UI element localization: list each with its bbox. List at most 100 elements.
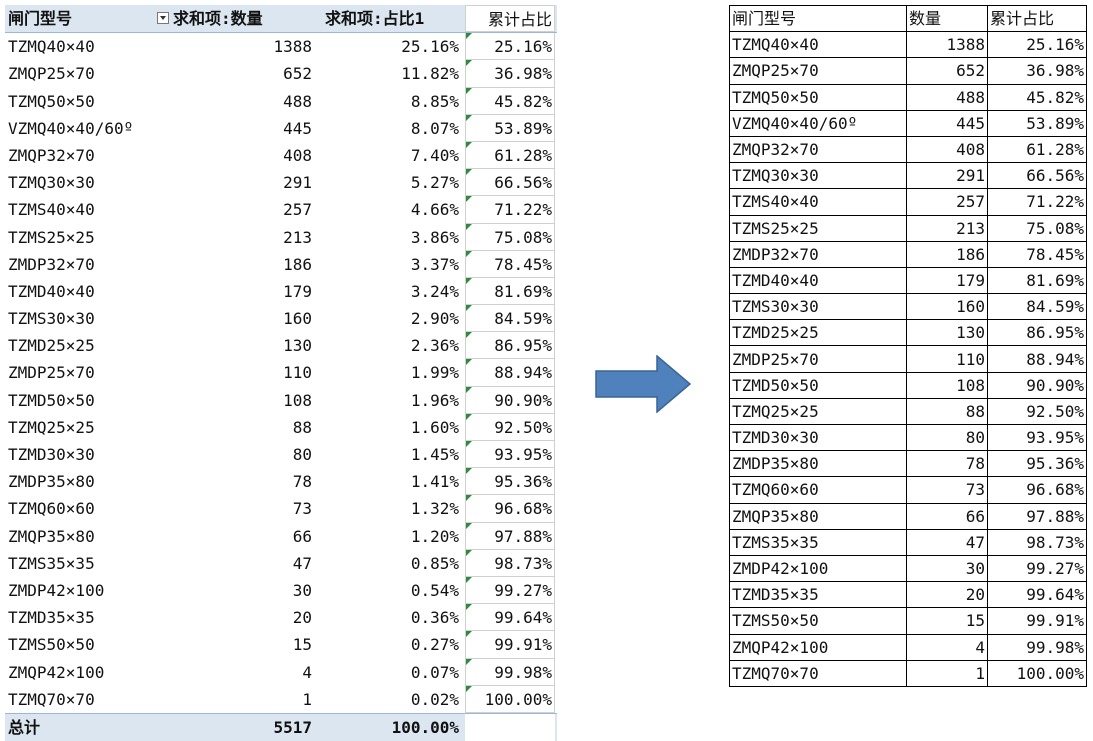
pivot-cell-qty[interactable]: 186 xyxy=(283,254,312,274)
result-cell-name[interactable]: TZMS30×30 xyxy=(729,293,907,321)
pivot-cell-name[interactable]: TZMS50×50 xyxy=(8,635,95,655)
pivot-cell-qty[interactable]: 30 xyxy=(292,580,312,600)
pivot-cell-qty[interactable]: 445 xyxy=(283,118,312,138)
result-cell-name[interactable]: ZMQP25×70 xyxy=(729,57,907,85)
pivot-cell-name[interactable]: ZMDP42×100 xyxy=(8,580,105,600)
pivot-cell-cum[interactable]: 78.45% xyxy=(465,250,555,278)
filter-dropdown-icon[interactable] xyxy=(157,12,169,24)
pivot-cell-qty[interactable]: 66 xyxy=(292,526,312,546)
result-cell-name[interactable]: TZMQ30×30 xyxy=(729,162,907,190)
pivot-cell-cum[interactable]: 99.98% xyxy=(465,658,555,686)
result-cell-cum[interactable]: 97.88% xyxy=(987,502,1087,530)
pivot-cell-qty[interactable]: 652 xyxy=(283,64,312,84)
pivot-cell-cum[interactable]: 66.56% xyxy=(465,169,555,197)
pivot-cell-cum[interactable]: 92.50% xyxy=(465,413,555,441)
pivot-cell-name[interactable]: TZMS25×25 xyxy=(8,227,95,247)
result-cell-name[interactable]: TZMS40×40 xyxy=(729,188,907,216)
pivot-header-name[interactable]: 闸门型号 xyxy=(8,9,73,28)
pivot-cell-cum[interactable]: 90.90% xyxy=(465,386,555,414)
pivot-cell-qty[interactable]: 15 xyxy=(292,635,312,655)
pivot-cell-name[interactable]: TZMQ40×40 xyxy=(8,37,95,57)
result-cell-cum[interactable]: 61.28% xyxy=(987,135,1087,164)
result-cell-name[interactable]: TZMQ70×70 xyxy=(729,659,907,687)
result-cell-name[interactable]: TZMQ25×25 xyxy=(729,397,907,426)
pivot-cell-name[interactable]: ZMQP32×70 xyxy=(8,145,95,165)
pivot-cell-name[interactable]: ZMDP35×80 xyxy=(8,472,95,492)
result-cell-name[interactable]: ZMQP32×70 xyxy=(729,135,907,164)
result-cell-name[interactable]: ZMQP42×100 xyxy=(729,633,907,661)
pivot-cell-name[interactable]: TZMD25×25 xyxy=(8,336,95,356)
pivot-cell-qty[interactable]: 1388 xyxy=(273,37,312,57)
result-cell-qty[interactable]: 445 xyxy=(906,109,988,137)
result-cell-name[interactable]: TZMS25×25 xyxy=(729,214,907,242)
result-cell-qty[interactable]: 78 xyxy=(906,450,988,478)
result-cell-cum[interactable]: 81.69% xyxy=(987,266,1087,295)
pivot-cell-qty[interactable]: 408 xyxy=(283,145,312,165)
result-cell-cum[interactable]: 90.90% xyxy=(987,371,1087,399)
pivot-cell-cum[interactable]: 61.28% xyxy=(465,141,555,170)
result-cell-qty[interactable]: 80 xyxy=(906,423,988,452)
result-cell-cum[interactable]: 36.98% xyxy=(987,57,1087,85)
pivot-header-cum[interactable]: 累计占比 xyxy=(465,5,555,33)
pivot-cell-qty[interactable]: 160 xyxy=(283,309,312,329)
result-cell-qty[interactable]: 20 xyxy=(906,581,988,609)
pivot-cell-cum[interactable]: 88.94% xyxy=(465,359,555,387)
pivot-cell-pct[interactable]: 0.02% xyxy=(410,689,459,709)
result-cell-cum[interactable]: 99.91% xyxy=(987,607,1087,635)
pivot-cell-qty[interactable]: 130 xyxy=(283,336,312,356)
pivot-cell-name[interactable]: TZMS35×35 xyxy=(8,553,95,573)
pivot-cell-pct[interactable]: 1.60% xyxy=(410,417,459,437)
result-cell-qty[interactable]: 4 xyxy=(906,633,988,661)
pivot-total-pct[interactable]: 100.00% xyxy=(391,717,459,737)
pivot-cell-cum[interactable]: 25.16% xyxy=(465,33,555,61)
result-cell-qty[interactable]: 1 xyxy=(906,659,988,687)
pivot-total-qty[interactable]: 5517 xyxy=(273,717,312,737)
pivot-cell-name[interactable]: TZMD40×40 xyxy=(8,281,95,301)
pivot-cell-qty[interactable]: 1 xyxy=(302,689,312,709)
result-cell-qty[interactable]: 108 xyxy=(906,371,988,399)
result-cell-qty[interactable]: 73 xyxy=(906,476,988,504)
pivot-cell-pct[interactable]: 3.86% xyxy=(410,227,459,247)
result-cell-name[interactable]: TZMS35×35 xyxy=(729,528,907,556)
pivot-cell-qty[interactable]: 73 xyxy=(292,499,312,519)
pivot-cell-pct[interactable]: 1.20% xyxy=(410,526,459,546)
pivot-cell-pct[interactable]: 2.36% xyxy=(410,336,459,356)
pivot-cell-name[interactable]: TZMD35×35 xyxy=(8,608,95,628)
pivot-cell-qty[interactable]: 257 xyxy=(283,200,312,220)
pivot-cell-cum[interactable]: 86.95% xyxy=(465,332,555,360)
pivot-cell-pct[interactable]: 0.27% xyxy=(410,635,459,655)
pivot-cell-name[interactable]: TZMQ70×70 xyxy=(8,689,95,709)
pivot-cell-cum[interactable]: 98.73% xyxy=(465,549,555,577)
pivot-cell-name[interactable]: TZMD30×30 xyxy=(8,445,95,464)
pivot-cell-name[interactable]: TZMS40×40 xyxy=(8,200,95,220)
pivot-cell-qty[interactable]: 47 xyxy=(292,553,312,573)
pivot-cell-pct[interactable]: 1.32% xyxy=(410,499,459,519)
result-cell-qty[interactable]: 110 xyxy=(906,345,988,373)
result-cell-qty[interactable]: 88 xyxy=(906,397,988,426)
result-cell-qty[interactable]: 652 xyxy=(906,57,988,85)
pivot-cell-qty[interactable]: 4 xyxy=(302,662,312,682)
result-cell-name[interactable]: TZMD35×35 xyxy=(729,581,907,609)
pivot-cell-name[interactable]: TZMD50×50 xyxy=(8,390,95,410)
pivot-cell-name[interactable]: VZMQ40×40/60º xyxy=(8,118,134,138)
pivot-cell-cum[interactable]: 84.59% xyxy=(465,305,555,333)
pivot-header-qty[interactable]: 求和项:数量 xyxy=(173,9,263,28)
pivot-cell-cum[interactable]: 97.88% xyxy=(465,522,555,550)
pivot-cell-qty[interactable]: 179 xyxy=(283,281,312,301)
result-cell-cum[interactable]: 53.89% xyxy=(987,109,1087,137)
pivot-cell-pct[interactable]: 25.16% xyxy=(401,37,459,57)
result-cell-name[interactable]: ZMDP42×100 xyxy=(729,554,907,583)
result-cell-qty[interactable]: 15 xyxy=(906,607,988,635)
result-cell-name[interactable]: TZMQ50×50 xyxy=(729,83,907,111)
result-cell-cum[interactable]: 45.82% xyxy=(987,83,1087,111)
result-cell-qty[interactable]: 47 xyxy=(906,528,988,556)
pivot-cell-pct[interactable]: 0.54% xyxy=(410,580,459,600)
pivot-cell-pct[interactable]: 11.82% xyxy=(401,64,459,84)
result-cell-cum[interactable]: 95.36% xyxy=(987,450,1087,478)
pivot-cell-cum[interactable]: 99.91% xyxy=(465,631,555,659)
pivot-cell-cum[interactable]: 36.98% xyxy=(465,60,555,88)
result-cell-qty[interactable]: 30 xyxy=(906,554,988,583)
result-cell-qty[interactable]: 179 xyxy=(906,266,988,295)
result-cell-name[interactable]: TZMQ40×40 xyxy=(729,31,907,59)
pivot-cell-qty[interactable]: 80 xyxy=(292,445,312,464)
